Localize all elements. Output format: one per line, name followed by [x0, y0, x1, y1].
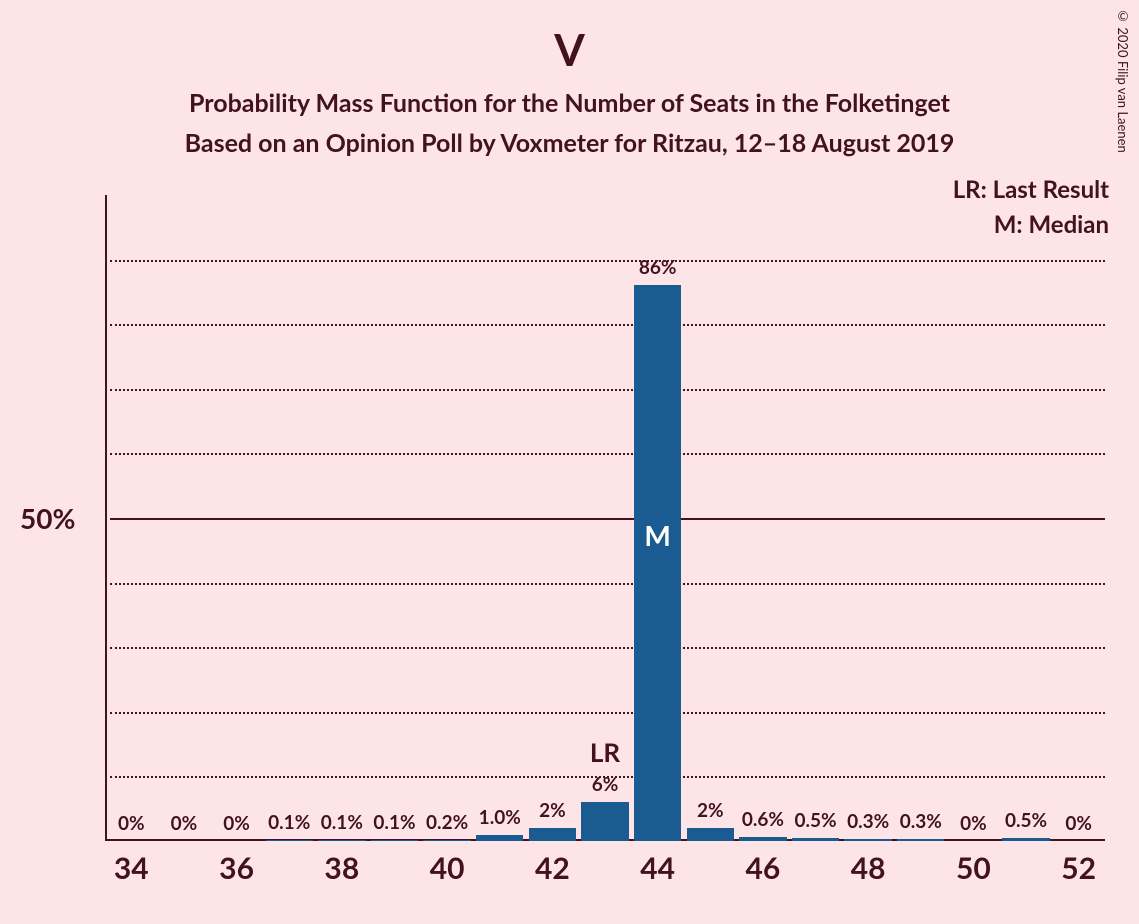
bar: [318, 840, 365, 841]
plot-area: 0% 0% 0% 0.1% 0.1% 0.1% 0.2% 1.0% 2% 6% LR 86% M 2% 0.…: [105, 195, 1105, 841]
bar-value-label: 0.2%: [426, 811, 468, 834]
bar-value-label: 0%: [960, 812, 987, 835]
bar-value-label: 0.6%: [742, 808, 784, 831]
bar-value-label: 0.1%: [373, 811, 415, 834]
x-tick-label: 48: [851, 850, 886, 886]
bar: [476, 835, 523, 841]
x-tick-label: 38: [324, 850, 359, 886]
bar: [687, 828, 734, 841]
bar-value-label: 0.3%: [900, 810, 942, 833]
bar: [266, 840, 313, 841]
bar-value-label: 0.1%: [268, 811, 310, 834]
x-tick-label: 52: [1061, 850, 1096, 886]
chart-title: V: [0, 24, 1139, 76]
bar-value-label: 0%: [171, 812, 198, 835]
x-tick-label: 42: [535, 850, 570, 886]
x-tick-label: 36: [219, 850, 254, 886]
bar-value-label: 86%: [639, 256, 677, 279]
bar: [739, 837, 786, 841]
x-tick-label: 46: [745, 850, 780, 886]
bar: [844, 839, 891, 841]
bar-value-label: 6%: [592, 773, 619, 796]
bar: [529, 828, 576, 841]
x-tick-label: 50: [956, 850, 991, 886]
chart-container: © 2020 Filip van Laenen V Probability Ma…: [0, 0, 1139, 924]
bar-value-label: 0%: [118, 812, 145, 835]
lr-marker: LR: [590, 736, 620, 768]
bar: [1002, 838, 1049, 841]
bar: [792, 838, 839, 841]
bar-value-label: 0.5%: [794, 809, 836, 832]
bar-value-label: 2%: [697, 799, 724, 822]
bars-group: 0% 0% 0% 0.1% 0.1% 0.1% 0.2% 1.0% 2% 6% LR 86% M 2% 0.…: [105, 195, 1105, 841]
bar: [423, 840, 470, 841]
bar: [634, 285, 681, 841]
bar-value-label: 2%: [539, 799, 566, 822]
bar-value-label: 1.0%: [479, 806, 521, 829]
chart-subtitle-1: Probability Mass Function for the Number…: [0, 88, 1139, 118]
bar-value-label: 0.1%: [321, 811, 363, 834]
bar: [897, 839, 944, 841]
bar-value-label: 0.5%: [1005, 809, 1047, 832]
x-tick-label: 34: [114, 850, 149, 886]
chart-subtitle-2: Based on an Opinion Poll by Voxmeter for…: [0, 128, 1139, 158]
x-tick-label: 40: [430, 850, 465, 886]
bar-value-label: 0.3%: [847, 810, 889, 833]
bar: [581, 802, 628, 841]
bar-value-label: 0%: [223, 812, 250, 835]
x-tick-label: 44: [640, 850, 675, 886]
bar: [371, 840, 418, 841]
bar-value-label: 0%: [1065, 812, 1092, 835]
median-marker: M: [644, 518, 670, 552]
y-axis-label-50: 50%: [20, 501, 75, 535]
